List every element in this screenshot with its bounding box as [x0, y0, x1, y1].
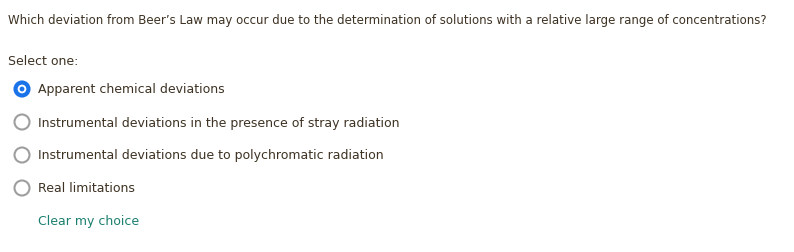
Text: Which deviation from Beer’s Law may occur due to the determination of solutions : Which deviation from Beer’s Law may occu…: [8, 14, 767, 27]
Circle shape: [14, 181, 29, 196]
Text: Apparent chemical deviations: Apparent chemical deviations: [38, 83, 225, 96]
Text: Clear my choice: Clear my choice: [38, 215, 139, 228]
Text: Real limitations: Real limitations: [38, 182, 135, 195]
Circle shape: [14, 148, 29, 163]
Text: Instrumental deviations due to polychromatic radiation: Instrumental deviations due to polychrom…: [38, 149, 384, 162]
Circle shape: [14, 115, 29, 130]
Circle shape: [17, 85, 26, 94]
Text: Select one:: Select one:: [8, 55, 79, 68]
Circle shape: [14, 82, 29, 97]
Text: Instrumental deviations in the presence of stray radiation: Instrumental deviations in the presence …: [38, 116, 399, 129]
Circle shape: [20, 87, 25, 92]
